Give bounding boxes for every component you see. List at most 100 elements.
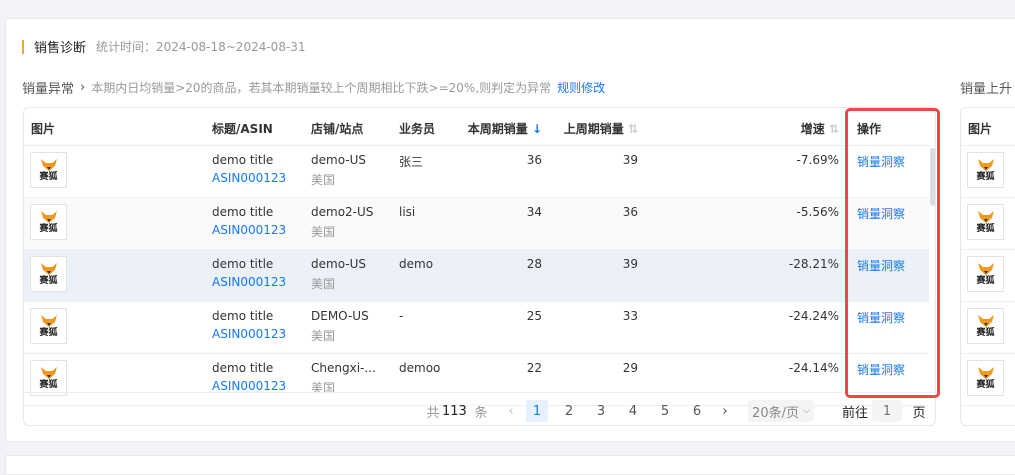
prev-page-icon[interactable]: ‹ <box>508 403 514 419</box>
next-page-icon[interactable]: › <box>722 403 728 419</box>
logo-text: 赛狐 <box>39 380 58 390</box>
page-5-button[interactable]: 5 <box>660 403 670 419</box>
asin-link[interactable]: ASIN000123 <box>212 171 287 185</box>
sort-desc-icon[interactable]: ↓ <box>531 122 542 136</box>
total-suffix: 条 <box>474 405 488 421</box>
table-row: 赛狐 demo title ASIN000123 Chengxi-... 美国 … <box>24 354 929 406</box>
goto-page-input[interactable]: 1 <box>872 400 902 422</box>
col-title: 标题/ASIN <box>212 122 273 136</box>
asin-link[interactable]: ASIN000123 <box>212 223 287 237</box>
page-title: 销售诊断 <box>34 41 87 56</box>
asin-link[interactable]: ASIN000123 <box>212 275 287 289</box>
section-header: 销量异常 › 本期内日均销量>20的商品，若其本期销量较上个周期相比下跌>=20… <box>22 78 605 97</box>
fox-logo-icon <box>977 314 995 328</box>
col-growth-label: 增速 <box>800 122 825 136</box>
chevron-right-icon[interactable]: › <box>80 80 86 95</box>
fox-logo-icon <box>977 158 995 172</box>
growth-rate: -7.69% <box>796 153 839 167</box>
page-size-value: 20条/页 <box>752 405 799 421</box>
product-image: 赛狐 <box>30 308 67 344</box>
logo-text: 赛狐 <box>39 328 58 338</box>
table-row: 赛狐 <box>961 250 1015 302</box>
logo-text: 赛狐 <box>39 276 58 286</box>
action-column-highlight <box>845 108 940 398</box>
card-header: 销售诊断 统计时间：2024-08-18~2024-08-31 <box>22 37 306 56</box>
previous-sales: 36 <box>622 205 638 219</box>
product-title: demo title <box>212 257 274 271</box>
fox-logo-icon <box>977 366 995 380</box>
page-3-button[interactable]: 3 <box>596 403 606 419</box>
goto-suffix: 页 <box>912 405 926 421</box>
sales-insight-link[interactable]: 销量洞察 <box>857 259 906 273</box>
sales-insight-link[interactable]: 销量洞察 <box>857 363 906 377</box>
table-row: 赛狐 <box>961 146 1015 198</box>
sales-insight-link[interactable]: 销量洞察 <box>857 155 906 169</box>
chevron-down-icon: ⌵ <box>803 406 810 416</box>
growth-rate: -28.21% <box>788 257 839 271</box>
current-sales: 22 <box>526 361 542 375</box>
logo-text: 赛狐 <box>976 380 995 390</box>
col-previous[interactable]: 上周期销量 ⇅ <box>564 120 638 137</box>
product-title: demo title <box>212 361 274 375</box>
page-4-button[interactable]: 4 <box>628 403 638 419</box>
table-row: 赛狐 <box>961 302 1015 354</box>
sort-icon[interactable]: ⇅ <box>828 122 839 136</box>
salesperson: demo <box>399 257 434 271</box>
fox-logo-icon <box>40 158 58 172</box>
table-row: 赛狐 demo title ASIN000123 demo2-US 美国 lis… <box>24 198 929 250</box>
col-salesperson: 业务员 <box>399 122 436 136</box>
rule-edit-link[interactable]: 规则修改 <box>557 81 606 95</box>
page-1-button[interactable]: 1 <box>526 400 548 422</box>
col-growth[interactable]: 增速 ⇅ <box>801 120 839 137</box>
col-image: 图片 <box>968 122 993 136</box>
product-image: 赛狐 <box>967 256 1004 292</box>
page-size-select[interactable]: 20条/页 ⌵ <box>748 400 814 422</box>
logo-text: 赛狐 <box>976 276 995 286</box>
previous-sales: 39 <box>622 257 638 271</box>
product-image: 赛狐 <box>967 308 1004 344</box>
goto-label: 前往 <box>842 405 869 421</box>
current-sales: 34 <box>526 205 542 219</box>
previous-sales: 33 <box>622 309 638 323</box>
sales-insight-link[interactable]: 销量洞察 <box>857 311 906 325</box>
page-6-button[interactable]: 6 <box>692 403 702 419</box>
logo-text: 赛狐 <box>976 224 995 234</box>
sales-insight-link[interactable]: 销量洞察 <box>857 207 906 221</box>
product-image: 赛狐 <box>30 152 67 188</box>
previous-sales: 29 <box>622 361 638 375</box>
scrollbar-thumb[interactable] <box>930 148 935 206</box>
col-current-label: 本周期销量 <box>467 122 528 136</box>
product-title: demo title <box>212 205 274 219</box>
fox-logo-icon <box>40 366 58 380</box>
salesperson: - <box>399 309 404 323</box>
product-image: 赛狐 <box>967 360 1004 396</box>
col-store: 店铺/站点 <box>311 122 364 136</box>
store: demo2-US <box>311 205 374 219</box>
growth-rate: -24.24% <box>788 309 839 323</box>
sort-icon[interactable]: ⇅ <box>627 122 638 136</box>
table-row: 赛狐 demo title ASIN000123 demo-US 美国 demo… <box>24 250 929 302</box>
product-image: 赛狐 <box>967 204 1004 240</box>
page-2-button[interactable]: 2 <box>564 403 574 419</box>
total-prefix: 共 <box>426 405 440 421</box>
asin-link[interactable]: ASIN000123 <box>212 379 287 393</box>
table-row: 赛狐 demo title ASIN000123 DEMO-US 美国 - 25… <box>24 302 929 354</box>
site: 美国 <box>311 225 336 239</box>
product-title: demo title <box>212 153 274 167</box>
current-sales: 25 <box>526 309 542 323</box>
growth-rate: -5.56% <box>796 205 839 219</box>
section-heading[interactable]: 销量异常 <box>22 82 75 97</box>
site: 美国 <box>311 329 336 343</box>
fox-logo-icon <box>40 314 58 328</box>
store: demo-US <box>311 153 366 167</box>
site: 美国 <box>311 277 336 291</box>
table-header: 图片 标题/ASIN 店铺/站点 业务员 本周期销量 ↓ 上周期销量 ⇅ 增速 … <box>24 108 935 146</box>
fox-logo-icon <box>977 262 995 276</box>
logo-text: 赛狐 <box>39 224 58 234</box>
title-accent-bar <box>22 39 24 54</box>
col-current[interactable]: 本周期销量 ↓ <box>468 120 542 137</box>
scrollbar[interactable] <box>930 146 935 392</box>
asin-link[interactable]: ASIN000123 <box>212 327 287 341</box>
previous-sales: 39 <box>622 153 638 167</box>
